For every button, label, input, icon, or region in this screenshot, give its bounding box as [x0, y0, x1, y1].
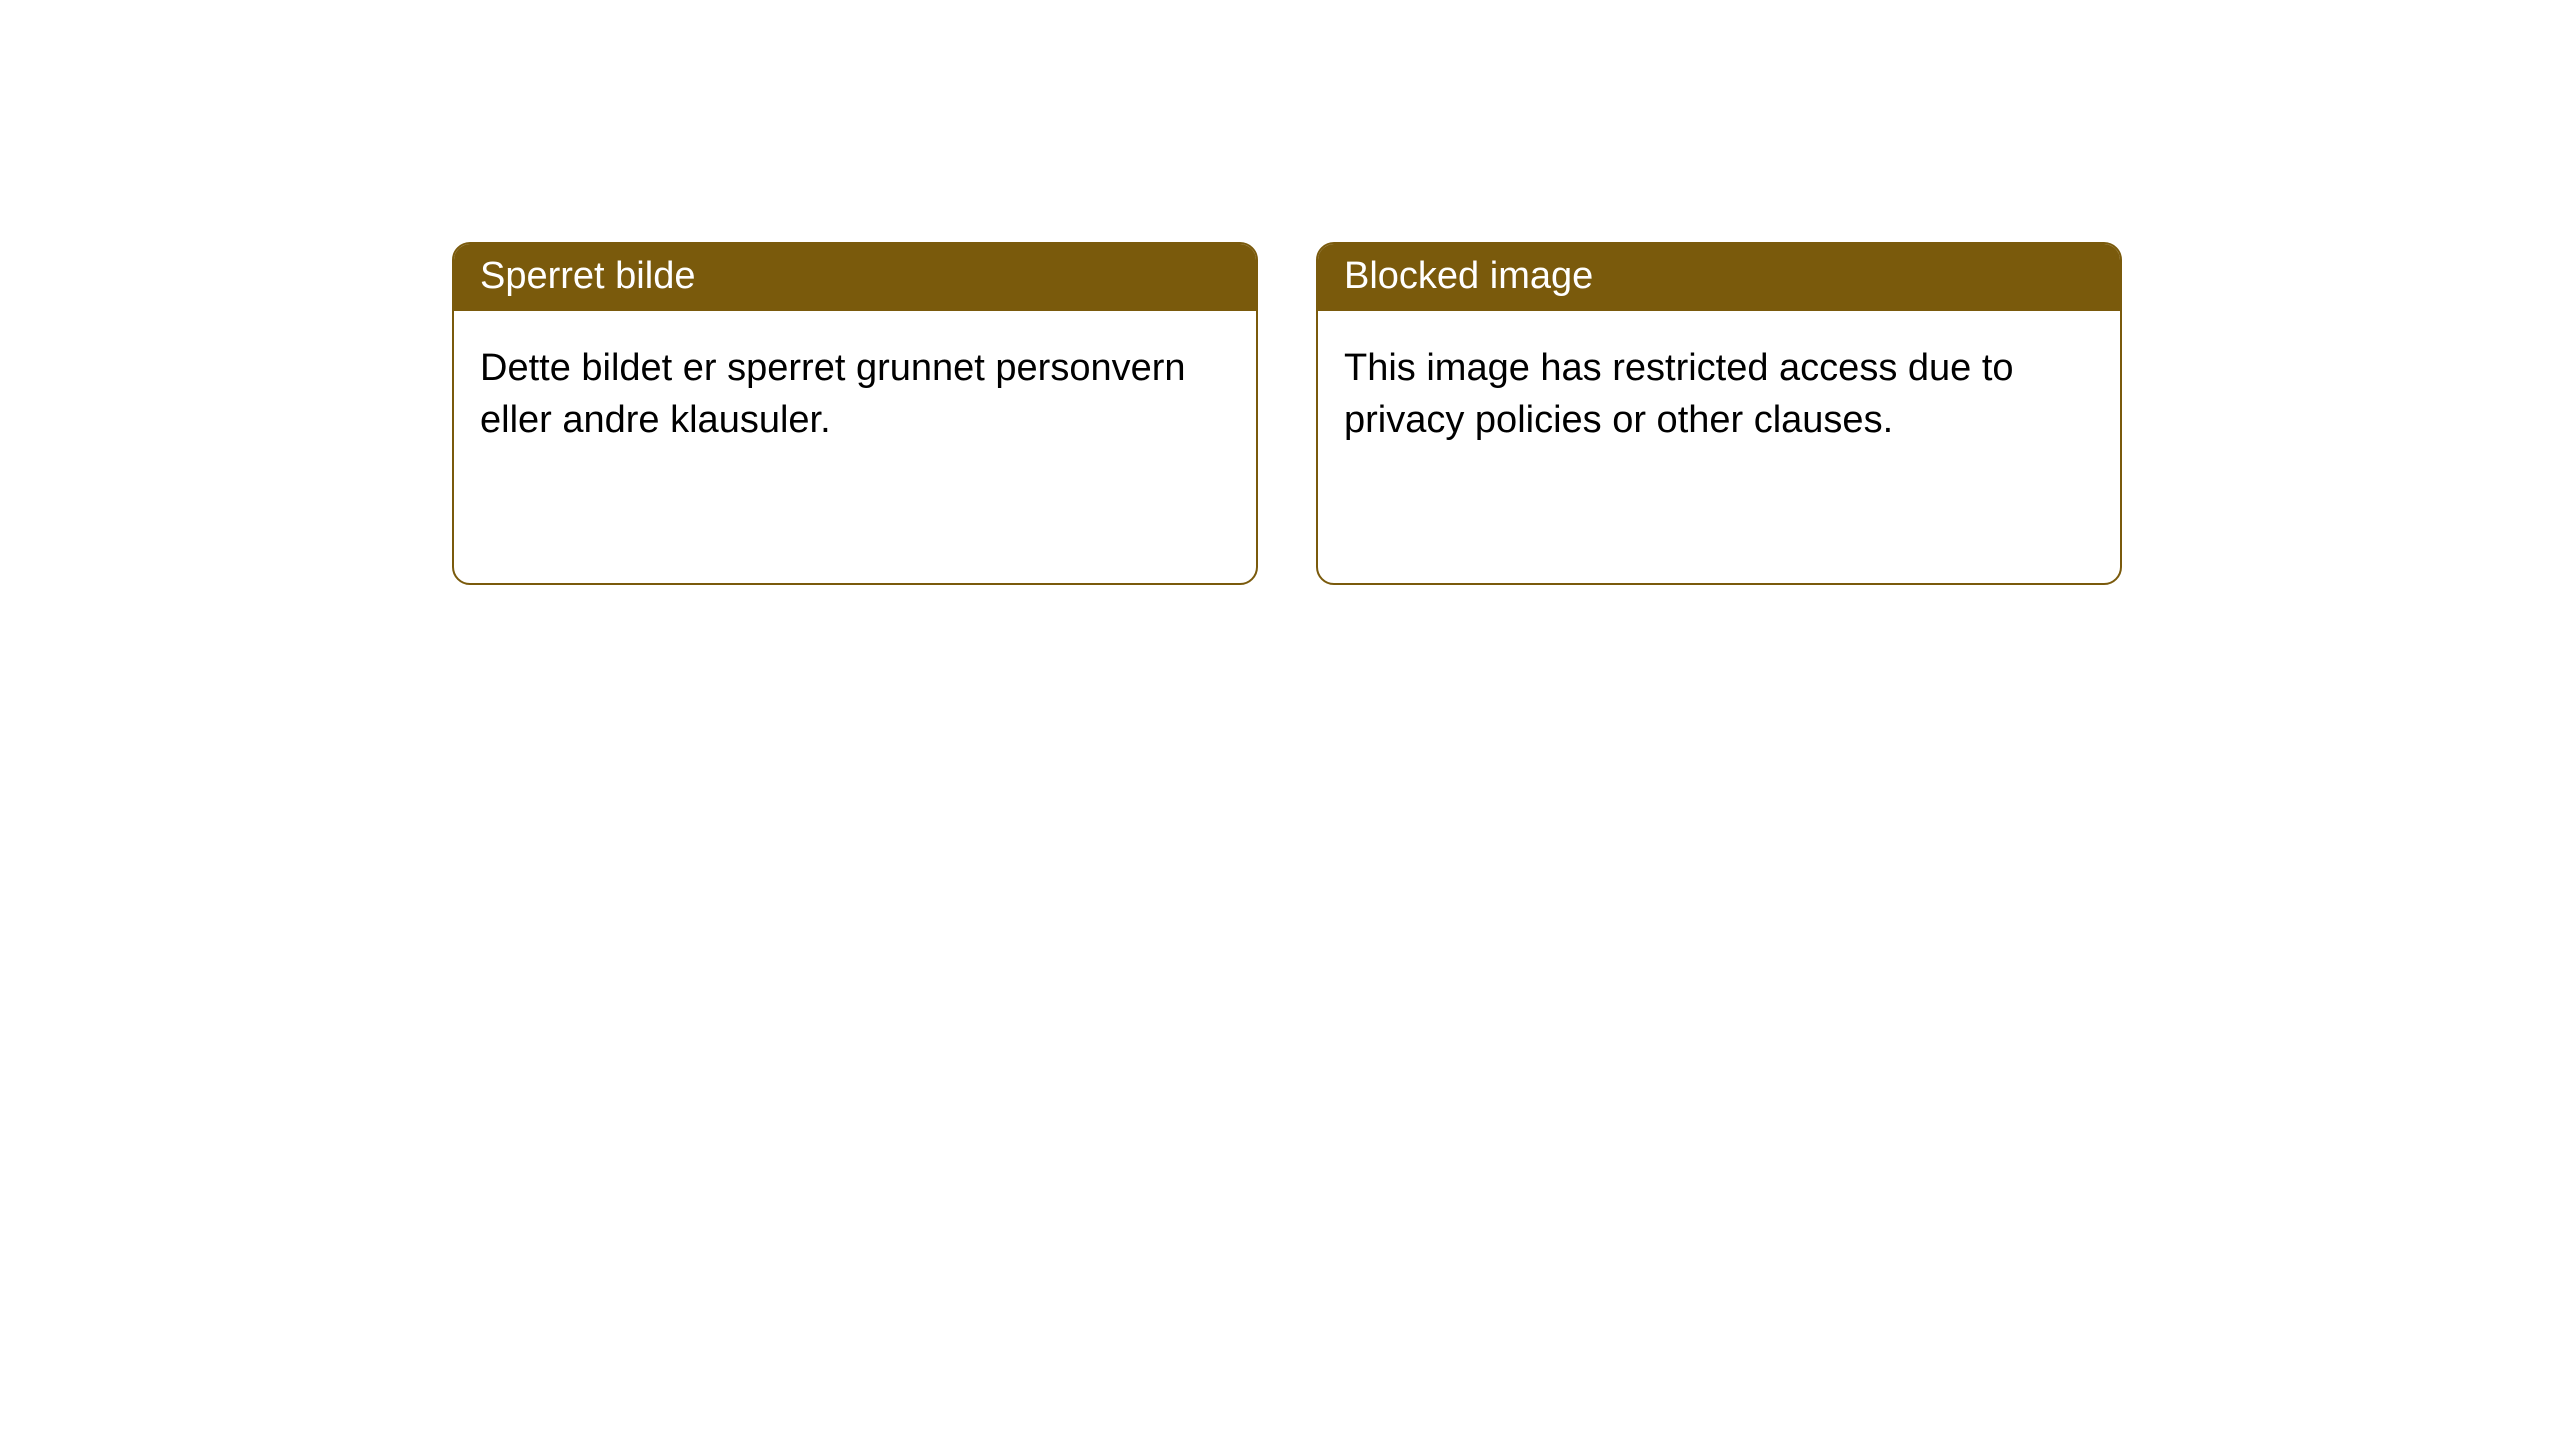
notice-cards-container: Sperret bilde Dette bildet er sperret gr… — [0, 0, 2560, 585]
notice-title: Sperret bilde — [454, 244, 1256, 311]
notice-body: This image has restricted access due to … — [1318, 311, 2120, 583]
notice-title: Blocked image — [1318, 244, 2120, 311]
notice-card-english: Blocked image This image has restricted … — [1316, 242, 2122, 585]
notice-card-norwegian: Sperret bilde Dette bildet er sperret gr… — [452, 242, 1258, 585]
notice-body: Dette bildet er sperret grunnet personve… — [454, 311, 1256, 583]
